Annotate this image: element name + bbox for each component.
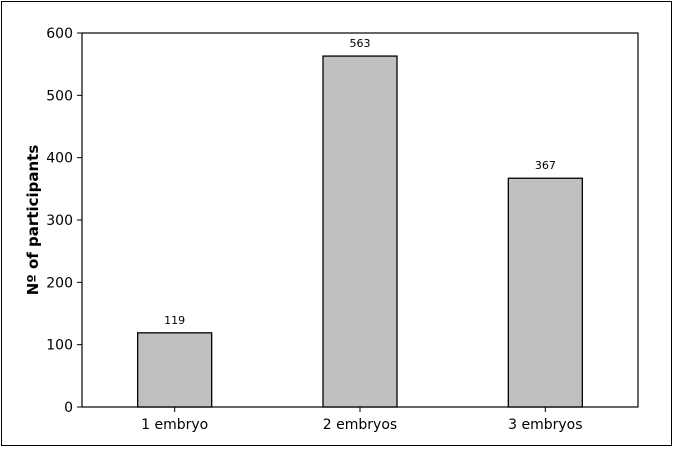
y-tick-label: 600 bbox=[46, 26, 73, 42]
data-label: 563 bbox=[350, 37, 371, 50]
bar bbox=[322, 55, 398, 408]
y-tick-label: 100 bbox=[46, 338, 73, 354]
data-label: 367 bbox=[535, 159, 556, 172]
bar bbox=[137, 332, 213, 408]
y-tick-label: 300 bbox=[46, 213, 73, 229]
y-tick-label: 400 bbox=[46, 151, 73, 167]
y-axis-title: Nº of participants bbox=[24, 145, 42, 296]
x-tick-label: 2 embryos bbox=[323, 417, 397, 433]
data-labels: 119 563 367 bbox=[164, 37, 556, 327]
x-axis: 1 embryo 2 embryos 3 embryos bbox=[141, 407, 583, 433]
bar bbox=[507, 177, 583, 408]
y-tick-label: 0 bbox=[64, 400, 73, 416]
y-tick-label: 500 bbox=[46, 88, 73, 104]
bars bbox=[137, 55, 583, 408]
data-label: 119 bbox=[164, 314, 185, 327]
x-tick-label: 3 embryos bbox=[508, 417, 582, 433]
y-axis: 0 100 200 300 400 500 600 bbox=[46, 26, 82, 416]
y-tick-label: 200 bbox=[46, 275, 73, 291]
x-tick-label: 1 embryo bbox=[141, 417, 208, 433]
